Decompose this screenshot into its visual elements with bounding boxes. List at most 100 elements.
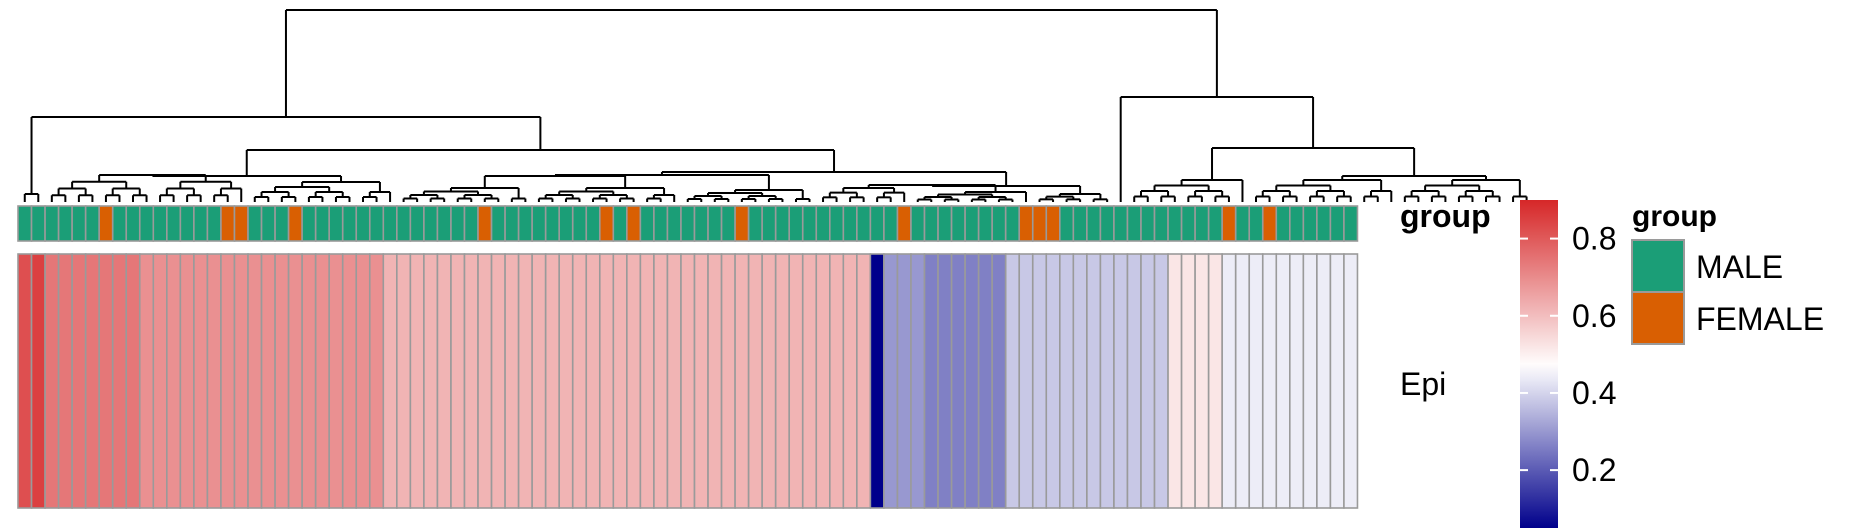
annotation-cell	[693, 205, 709, 242]
heatmap-cell	[30, 253, 46, 509]
annotation-cell	[1275, 205, 1291, 242]
heatmap-cell	[896, 253, 912, 509]
heatmap-cell	[937, 253, 953, 509]
annotation-cell	[368, 205, 385, 242]
heatmap-cell	[423, 253, 439, 509]
annotation-cell	[1072, 205, 1088, 242]
annotation-cell	[896, 205, 912, 242]
heatmap-cell	[626, 253, 642, 509]
annotation-cell	[558, 205, 574, 242]
annotation-cell	[1099, 205, 1115, 242]
annotation-cell	[1221, 205, 1237, 242]
heatmap-cell	[544, 253, 560, 509]
annotation-cell	[1126, 205, 1142, 242]
annotation-cell	[341, 205, 358, 242]
annotation-cell	[598, 205, 615, 242]
heatmap-cell	[84, 253, 100, 509]
annotation-cell	[923, 205, 939, 242]
annotation-cell	[1180, 205, 1196, 242]
heatmap-cell	[287, 253, 303, 509]
heatmap-cell	[869, 253, 885, 509]
annotation-cell	[138, 205, 155, 242]
annotation-cell	[977, 205, 993, 242]
column-dendrogram	[23, 9, 1528, 202]
annotation-cell	[490, 205, 506, 242]
annotation-cell	[1140, 205, 1156, 242]
annotation-cell	[247, 205, 263, 242]
annotation-row-label: group	[1400, 198, 1491, 234]
annotation-cell	[1045, 205, 1061, 242]
colorbar-tick-label: 0.8	[1572, 221, 1616, 257]
annotation-cell	[1031, 205, 1048, 242]
annotation-cell	[612, 205, 628, 242]
annotation-cell	[815, 205, 831, 242]
annotation-cell	[950, 205, 966, 242]
heatmap-cell	[1289, 253, 1305, 509]
annotation-cell	[314, 205, 330, 242]
annotation-cell	[1018, 205, 1034, 242]
heatmap-cell	[828, 253, 845, 509]
heatmap-cell	[179, 253, 195, 509]
heatmap-cell	[1059, 253, 1075, 509]
heatmap-cell	[44, 253, 60, 509]
annotation-cell	[585, 205, 601, 242]
annotation-cell	[1302, 205, 1318, 242]
annotation-cell	[1261, 205, 1278, 242]
heatmap-cell	[720, 253, 736, 509]
heatmap-cell	[396, 253, 412, 509]
heatmap-cell	[707, 253, 723, 509]
annotation-cell	[30, 205, 46, 242]
annotation-cell	[856, 205, 872, 242]
heatmap-cell	[734, 253, 750, 509]
annotation-cell	[1059, 205, 1075, 242]
annotation-cell	[666, 205, 682, 242]
heatmap-cell	[71, 253, 87, 509]
heatmap-cell	[436, 253, 452, 509]
heatmap-cell	[1329, 253, 1345, 509]
annotation-cell	[260, 205, 276, 242]
heatmap-cell	[774, 253, 791, 509]
heatmap-cell	[233, 253, 249, 509]
heatmap-cell	[206, 253, 222, 509]
heatmap-cell	[1126, 253, 1142, 509]
annotation-cell	[1086, 205, 1102, 242]
annotation-cell	[544, 205, 560, 242]
colorbar-tick-label: 0.6	[1572, 298, 1616, 334]
heatmap-cell	[355, 253, 371, 509]
annotation-cell	[152, 205, 168, 242]
heatmap-cell	[1045, 253, 1061, 509]
heatmap-cell	[1018, 253, 1034, 509]
heatmap-cell	[98, 253, 114, 509]
heatmap-cell	[639, 253, 655, 509]
annotation-cell	[328, 205, 344, 242]
annotation-cell	[1153, 205, 1169, 242]
annotation-cell	[571, 205, 588, 242]
annotation-cell	[463, 205, 479, 242]
heatmap-cell	[57, 253, 73, 509]
heatmap-cell	[1180, 253, 1196, 509]
annotation-cell	[17, 205, 33, 242]
heatmap-cell	[842, 253, 858, 509]
heatmap-cell	[368, 253, 385, 509]
heatmap-cell	[1343, 253, 1359, 509]
annotation-cell	[179, 205, 195, 242]
annotation-cell	[517, 205, 533, 242]
annotation-cell	[720, 205, 736, 242]
annotation-cell	[504, 205, 520, 242]
heatmap-cell	[125, 253, 141, 509]
heatmap-cell	[991, 253, 1007, 509]
heatmap-cell	[1099, 253, 1115, 509]
annotation-cell	[828, 205, 845, 242]
annotation-cell	[274, 205, 290, 242]
heatmap-cell	[585, 253, 601, 509]
heatmap-cells	[17, 253, 1359, 509]
annotation-cell	[1248, 205, 1264, 242]
annotation-cell	[233, 205, 249, 242]
heatmap-cell	[1207, 253, 1223, 509]
heatmap-cell	[314, 253, 330, 509]
heatmap-cell	[964, 253, 980, 509]
legend-swatch	[1631, 239, 1685, 293]
annotation-cell	[166, 205, 182, 242]
annotation-cell	[937, 205, 953, 242]
